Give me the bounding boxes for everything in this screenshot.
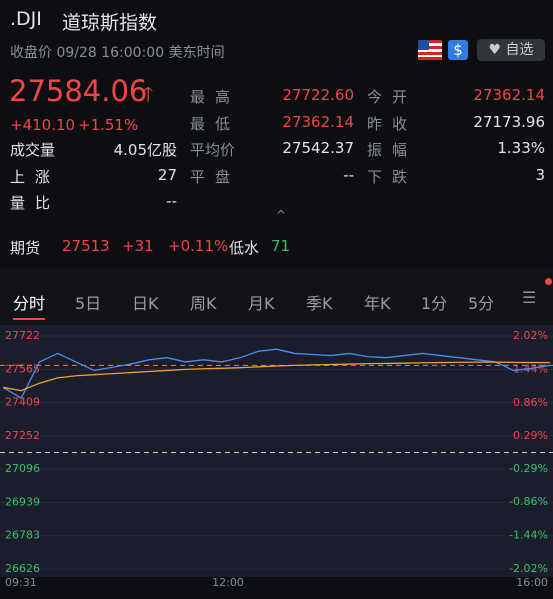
stat-value: 27362.14: [282, 113, 354, 131]
futures-pct: +0.11%: [168, 237, 229, 255]
y2-tick-label: -0.86%: [509, 495, 548, 508]
y-tick-label: 26626: [5, 562, 40, 575]
stat-label: 平盘: [190, 168, 241, 186]
basis: 71: [271, 237, 291, 255]
tab[interactable]: 日K: [132, 294, 159, 313]
chart: 27722 27565 27409 27252 27096 26939 26783 26626…: [0, 325, 553, 599]
status: 收盘价 09/28 16:00:00 美东时间: [10, 45, 225, 61]
tab[interactable]: 5分: [468, 294, 495, 313]
price: 27584.06: [9, 74, 148, 108]
x-axis-bg: [0, 577, 553, 599]
y2-tick-label: 0.29%: [513, 429, 548, 442]
stat-label: 振幅: [367, 141, 418, 159]
y2-tick-label: -1.44%: [509, 529, 548, 542]
y2-tick-label: -0.29%: [509, 462, 548, 475]
stat-label: 下跌: [367, 168, 418, 186]
stat-value: --: [343, 166, 354, 184]
stat-value: 3: [535, 166, 545, 184]
x-tick-label: 09:31: [5, 576, 37, 589]
series-line: [2, 348, 551, 399]
stat-label: 昨收: [367, 115, 418, 133]
watch-button[interactable]: ♥ 自选: [477, 39, 545, 61]
y2-tick-label: -2.02%: [509, 562, 548, 575]
currency-icon[interactable]: $: [448, 40, 468, 60]
tab[interactable]: 月K: [248, 294, 275, 313]
y-tick-label: 27252: [5, 429, 40, 442]
stat-value: 27722.60: [282, 86, 354, 104]
index-name: 道琼斯指数: [62, 12, 158, 34]
y-tick-label: 26783: [5, 529, 40, 542]
tab[interactable]: 周K: [190, 294, 217, 313]
stat-value: 4.05亿股: [113, 141, 177, 159]
y-tick-label: 27096: [5, 462, 40, 475]
stat-label: 平均价: [190, 141, 236, 159]
stat-label: 成交量: [10, 141, 56, 159]
y-tick-label: 26939: [5, 495, 40, 508]
y2-tick-label: 0.86%: [513, 396, 548, 409]
stat-value: 1.33%: [497, 139, 545, 157]
tab[interactable]: 分时: [13, 290, 46, 320]
futures-price: 27513: [62, 237, 110, 255]
y-tick-label: 27565: [5, 362, 40, 375]
stat-value: 27362.14: [473, 86, 545, 104]
change-pct: +1.51%: [78, 116, 139, 134]
stat-label: 最低: [190, 115, 241, 133]
y2-tick-label: 2.02%: [513, 329, 548, 342]
plot-bg: [0, 325, 553, 577]
stat-value: 27: [157, 166, 177, 184]
tab-bar: [0, 268, 553, 325]
series-line: [2, 361, 550, 392]
y-tick-label: 27722: [5, 329, 40, 342]
watch-label: 自选: [505, 42, 534, 58]
tab[interactable]: 1分: [421, 294, 448, 313]
y-tick-label: 27409: [5, 396, 40, 409]
futures-change: +31: [122, 237, 154, 255]
futures-label: 期货: [10, 239, 41, 257]
stat-value: 27542.37: [282, 139, 354, 157]
up-arrow: 🡑: [143, 82, 154, 106]
stat-value: 27173.96: [473, 113, 545, 131]
settings-icon[interactable]: ☰: [522, 288, 537, 307]
tab[interactable]: 年K: [364, 294, 391, 313]
x-tick-label: 16:00: [516, 576, 548, 589]
stat-label: 最高: [190, 88, 241, 106]
stat-value: --: [166, 192, 177, 210]
expand[interactable]: ^: [276, 208, 287, 222]
badge: [545, 278, 552, 285]
stat-label: 量比: [10, 194, 61, 212]
us-flag: [418, 40, 442, 60]
tab[interactable]: 5日: [75, 294, 102, 313]
basis-label: 低水: [229, 239, 260, 257]
stat-label: 今开: [367, 88, 418, 106]
change: +410.10: [10, 116, 76, 134]
stat-label: 上涨: [10, 168, 61, 186]
tab[interactable]: 季K: [306, 294, 333, 313]
x-tick-label: 12:00: [212, 576, 244, 589]
symbol: .DJI: [10, 8, 42, 30]
